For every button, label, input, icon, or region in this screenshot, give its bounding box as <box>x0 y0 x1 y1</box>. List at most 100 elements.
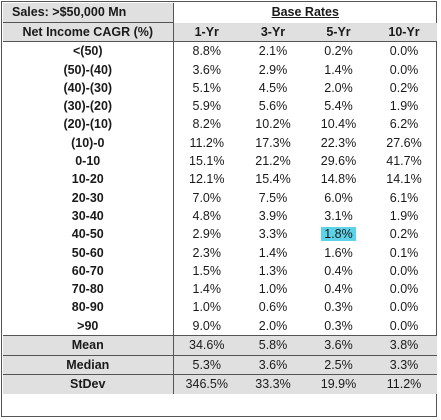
value-cell: 7.0% <box>192 190 222 205</box>
table-row: 30-40 4.8% 3.9% 3.1% 1.9% <box>3 206 437 226</box>
table-row: (20)-(10) 8.2% 10.2% 10.4% 6.2% <box>3 115 437 134</box>
value-cell: 0.0% <box>389 62 419 77</box>
value-cell: 0.3% <box>324 300 353 315</box>
row-label: 70-80 <box>3 280 174 299</box>
table-row: (30)-(20) 5.9% 5.6% 5.4% 1.9% <box>3 97 437 116</box>
value-cell: 15.1% <box>189 154 225 169</box>
value-cell: 34.6% <box>173 335 240 356</box>
value-cell: 0.6% <box>258 300 288 315</box>
column-header: 10-Yr <box>371 22 438 43</box>
stat-row: StDev 346.5% 33.3% 19.9% 11.2% <box>3 374 438 394</box>
value-cell: 0.0% <box>389 263 419 278</box>
value-cell: 15.4% <box>255 172 291 187</box>
header-row-columns: Net Income CAGR (%) 1-Yr 3-Yr 5-Yr 10-Yr <box>3 22 438 43</box>
value-cell: 0.3% <box>324 318 353 333</box>
value-cell: 6.2% <box>389 117 419 132</box>
value-cell: 0.4% <box>324 263 353 278</box>
value-cell: 5.1% <box>192 80 222 95</box>
table-row: 0-10 15.1% 21.2% 29.6% 41.7% <box>3 152 437 171</box>
value-cell: 3.6% <box>306 335 371 356</box>
value-cell: 1.8% <box>306 225 371 243</box>
table-row: 60-70 1.5% 1.3% 0.4% 0.0% <box>3 261 437 281</box>
value-cell: 2.3% <box>192 245 222 260</box>
value-cell: 10.2% <box>255 117 291 132</box>
value-cell: 0.2% <box>324 44 353 59</box>
table-row: 50-60 2.3% 1.4% 1.6% 0.1% <box>3 243 437 262</box>
value-cell: 3.3% <box>371 354 438 375</box>
base-rates-table: Sales: >$50,000 Mn Base Rates Net Income… <box>3 3 438 394</box>
value-cell: 3.9% <box>258 208 288 223</box>
stat-label: StDev <box>3 374 174 394</box>
value-cell: 2.0% <box>258 318 288 333</box>
value-cell: 6.1% <box>389 190 419 205</box>
value-cell: 14.1% <box>386 172 422 187</box>
value-cell: 3.1% <box>324 208 353 223</box>
value-cell: 0.0% <box>389 44 419 59</box>
stat-label: Median <box>3 354 174 375</box>
table-row: 70-80 1.4% 1.0% 0.4% 0.0% <box>3 280 437 299</box>
value-cell: 0.2% <box>389 227 419 242</box>
value-cell: 9.0% <box>192 318 222 333</box>
table-row: (40)-(30) 5.1% 4.5% 2.0% 0.2% <box>3 78 437 98</box>
value-cell: 2.9% <box>192 227 222 242</box>
row-label: 10-20 <box>3 170 174 189</box>
header-row-top: Sales: >$50,000 Mn Base Rates <box>3 3 437 23</box>
stat-label: Mean <box>3 335 174 356</box>
table-row: 20-30 7.0% 7.5% 6.0% 6.1% <box>3 188 437 207</box>
column-header: 3-Yr <box>240 22 306 43</box>
value-cell: 0.0% <box>389 300 419 315</box>
row-label: (10)-0 <box>3 133 174 153</box>
value-cell: 2.1% <box>258 44 288 59</box>
base-rates-label: Base Rates <box>271 5 339 20</box>
value-cell: 29.6% <box>320 154 357 169</box>
value-cell: 1.0% <box>258 282 288 297</box>
table-row: (50)-(40) 3.6% 2.9% 1.4% 0.0% <box>3 60 437 79</box>
stat-row: Median 5.3% 3.6% 2.5% 3.3% <box>3 354 438 375</box>
value-cell: 0.4% <box>324 282 353 297</box>
value-cell: 22.3% <box>320 135 357 150</box>
value-cell: 3.6% <box>240 354 306 375</box>
corner-label: Sales: >$50,000 Mn <box>3 3 174 23</box>
value-cell: 3.8% <box>371 335 438 356</box>
row-label: 30-40 <box>3 206 174 226</box>
value-cell: 33.3% <box>240 374 306 394</box>
row-header: Net Income CAGR (%) <box>3 22 174 43</box>
value-cell: 8.8% <box>192 44 222 59</box>
value-cell: 0.2% <box>389 80 419 95</box>
row-label: (40)-(30) <box>3 78 174 98</box>
value-cell: 0.0% <box>389 282 419 297</box>
value-cell: 4.5% <box>258 80 288 95</box>
row-label: 0-10 <box>3 152 174 171</box>
value-cell: 5.8% <box>240 335 306 356</box>
value-cell: 2.5% <box>306 354 371 375</box>
value-cell: 12.1% <box>189 172 225 187</box>
row-label: >90 <box>3 316 174 336</box>
value-cell: 1.4% <box>192 282 222 297</box>
row-label: <(50) <box>3 41 174 61</box>
row-label: (20)-(10) <box>3 115 174 134</box>
stat-row: Mean 34.6% 5.8% 3.6% 3.8% <box>3 335 438 356</box>
row-label: 40-50 <box>3 225 174 244</box>
value-cell: 5.6% <box>258 99 288 114</box>
table-row: (10)-0 11.2% 17.3% 22.3% 27.6% <box>3 133 437 153</box>
row-label: (30)-(20) <box>3 97 174 116</box>
row-label: (50)-(40) <box>3 60 174 79</box>
table-row: <(50) 8.8% 2.1% 0.2% 0.0% <box>3 41 437 61</box>
value-cell: 5.9% <box>192 99 222 114</box>
value-cell: 2.9% <box>258 62 288 77</box>
value-cell: 1.5% <box>192 263 222 278</box>
value-cell: 0.1% <box>389 245 419 260</box>
value-cell: 27.6% <box>386 135 422 150</box>
value-cell: 5.4% <box>324 99 353 114</box>
value-cell: 41.7% <box>386 154 422 169</box>
value-cell: 1.4% <box>324 62 353 77</box>
table-row: >90 9.0% 2.0% 0.3% 0.0% <box>3 316 437 336</box>
value-cell: 1.4% <box>258 245 288 260</box>
value-cell: 11.2% <box>371 374 438 394</box>
value-cell: 1.9% <box>389 208 419 223</box>
value-cell: 4.8% <box>192 208 222 223</box>
value-cell: 10.4% <box>320 117 357 132</box>
table-row: 40-50 2.9% 3.3% 1.8% 0.2% <box>3 225 437 244</box>
value-cell: 21.2% <box>255 154 291 169</box>
value-cell: 0.0% <box>389 318 419 333</box>
